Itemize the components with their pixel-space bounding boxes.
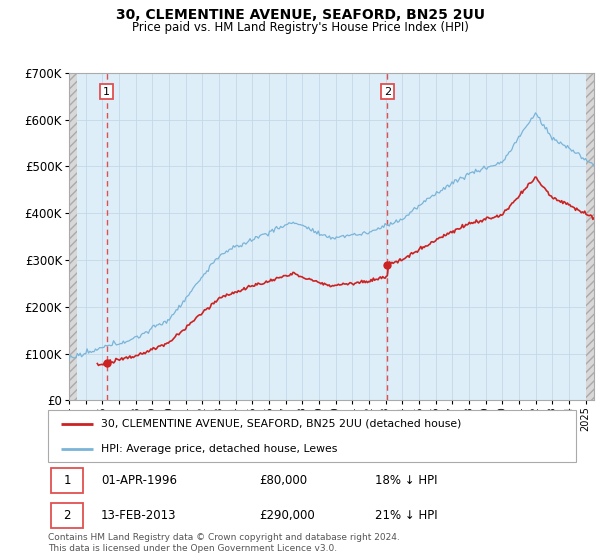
Text: 18% ↓ HPI: 18% ↓ HPI — [376, 474, 438, 487]
FancyBboxPatch shape — [48, 410, 576, 462]
Text: 13-FEB-2013: 13-FEB-2013 — [101, 509, 176, 522]
Text: Contains HM Land Registry data © Crown copyright and database right 2024.
This d: Contains HM Land Registry data © Crown c… — [48, 533, 400, 553]
Text: 2: 2 — [63, 509, 71, 522]
Text: £80,000: £80,000 — [259, 474, 307, 487]
Text: 1: 1 — [63, 474, 71, 487]
Text: £290,000: £290,000 — [259, 509, 315, 522]
Text: Price paid vs. HM Land Registry's House Price Index (HPI): Price paid vs. HM Land Registry's House … — [131, 21, 469, 34]
Bar — [69, 73, 77, 400]
FancyBboxPatch shape — [50, 503, 83, 528]
Bar — [586, 73, 594, 400]
Text: 21% ↓ HPI: 21% ↓ HPI — [376, 509, 438, 522]
Text: 1: 1 — [103, 87, 110, 96]
Text: 01-APR-1996: 01-APR-1996 — [101, 474, 177, 487]
Text: 30, CLEMENTINE AVENUE, SEAFORD, BN25 2UU: 30, CLEMENTINE AVENUE, SEAFORD, BN25 2UU — [115, 8, 485, 22]
Text: 2: 2 — [384, 87, 391, 96]
FancyBboxPatch shape — [50, 468, 83, 493]
Text: 30, CLEMENTINE AVENUE, SEAFORD, BN25 2UU (detached house): 30, CLEMENTINE AVENUE, SEAFORD, BN25 2UU… — [101, 419, 461, 429]
Text: HPI: Average price, detached house, Lewes: HPI: Average price, detached house, Lewe… — [101, 444, 337, 454]
